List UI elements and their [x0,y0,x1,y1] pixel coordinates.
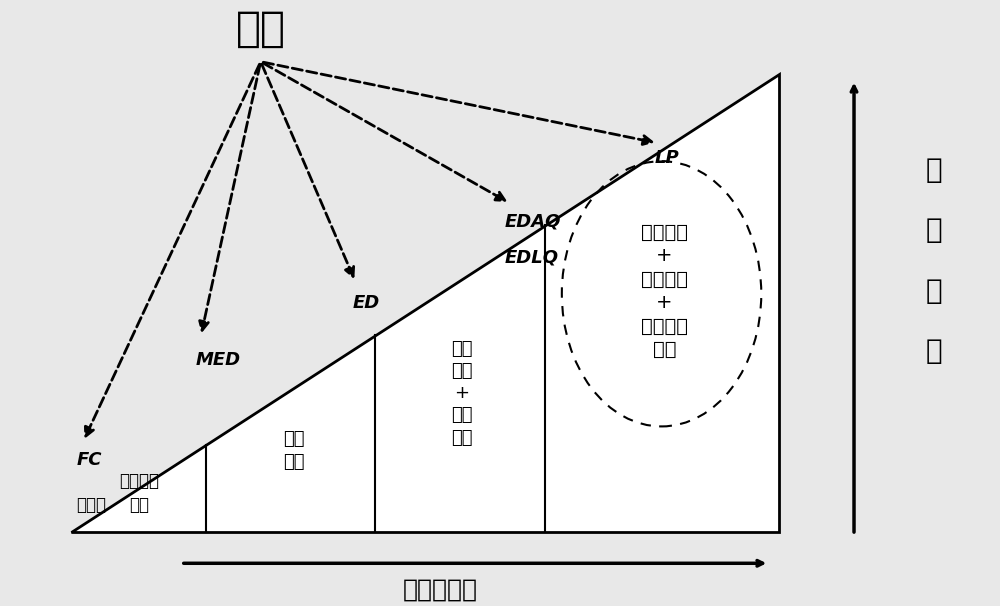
Text: 算法: 算法 [236,7,286,50]
Text: 接触概要
预测: 接触概要 预测 [119,472,159,513]
Polygon shape [71,74,779,532]
Text: MED: MED [196,351,241,369]
Text: 接触
预测: 接触 预测 [283,430,304,471]
Text: LP: LP [655,149,679,167]
Text: 能: 能 [925,337,942,365]
Text: 接触
预测
+
队列
预测: 接触 预测 + 队列 预测 [451,340,473,447]
Text: 性: 性 [925,277,942,305]
Text: 预测知识库: 预测知识库 [403,577,478,601]
Text: EDAQ: EDAQ [505,213,561,230]
Text: 算: 算 [925,156,942,184]
Text: 接触预测
+
队列预测
+
通信需求
预测: 接触预测 + 队列预测 + 通信需求 预测 [641,222,688,359]
Text: 零预测: 零预测 [76,496,106,514]
Text: 法: 法 [925,216,942,244]
Text: ED: ED [352,294,380,312]
Text: FC: FC [76,451,102,468]
Text: EDLQ: EDLQ [505,248,559,267]
